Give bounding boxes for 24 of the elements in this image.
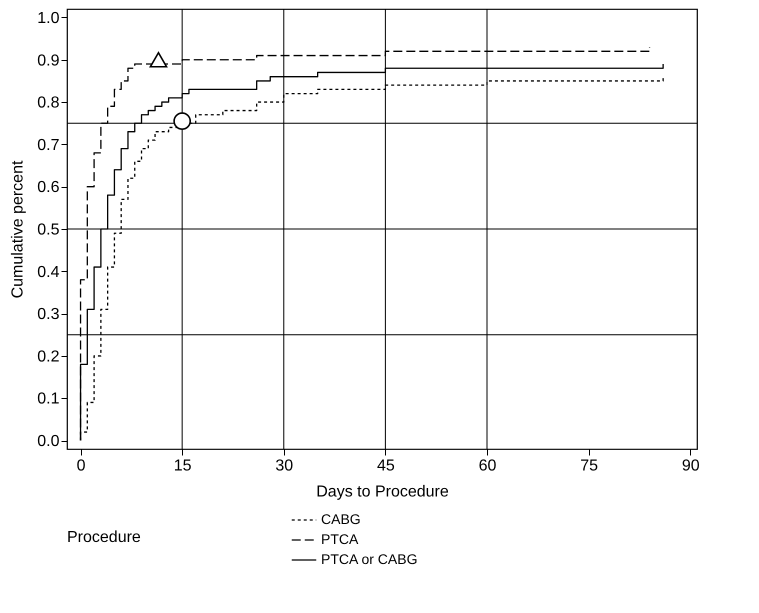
y-tick-label: 0.0 (37, 433, 60, 450)
y-tick-label: 0.4 (37, 264, 60, 281)
x-tick-label: 0 (76, 458, 86, 474)
x-tick-label: 15 (174, 458, 192, 474)
y-tick-label: 0.8 (37, 94, 60, 112)
x-tick-label: 60 (478, 458, 496, 474)
legend-label: PTCA or CABG (321, 551, 418, 567)
legend-title: Procedure (67, 529, 141, 546)
y-tick-label: 0.2 (37, 348, 60, 366)
y-tick-label: 0.3 (37, 306, 60, 324)
legend-label: CABG (321, 511, 361, 527)
y-tick-label: 0.5 (37, 222, 60, 238)
y-axis-title: Cumulative percent (9, 160, 26, 298)
x-tick-label: 30 (275, 458, 294, 474)
y-tick-label: 1.0 (37, 10, 60, 27)
y-tick-label: 0.6 (37, 179, 60, 196)
y-tick-label: 0.7 (37, 136, 60, 154)
x-axis-title: Days to Procedure (316, 484, 449, 500)
y-tick-label: 0.1 (37, 390, 60, 408)
x-tick-label: 45 (376, 458, 395, 474)
y-tick-label: 0.9 (37, 52, 60, 70)
legend-label: PTCA (321, 531, 359, 547)
x-tick-label: 90 (682, 458, 700, 474)
x-tick-label: 75 (580, 458, 598, 474)
